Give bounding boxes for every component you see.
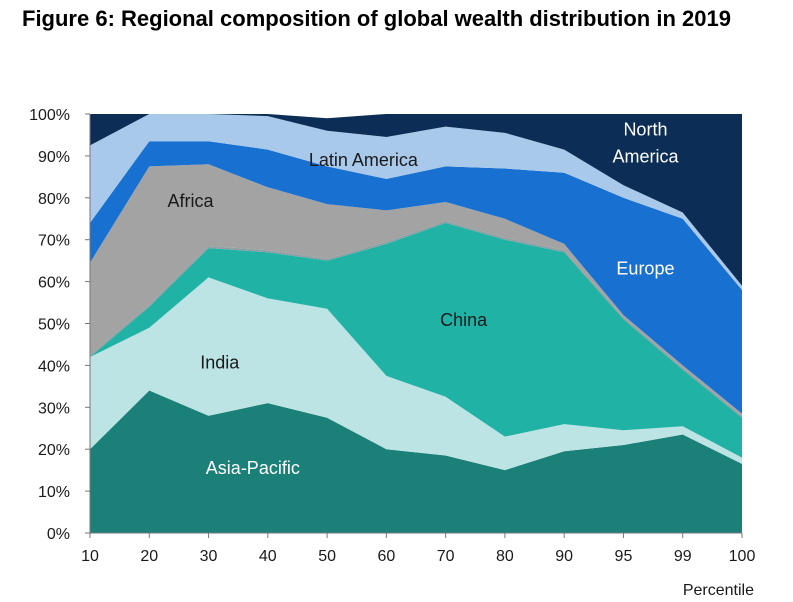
- north-america-label: North America: [612, 120, 679, 167]
- europe-label: Europe: [616, 258, 674, 278]
- y-tick-label: 0%: [47, 526, 70, 543]
- china-area: [90, 222, 742, 458]
- x-tick-label: 60: [377, 548, 395, 565]
- asia-pacific-label: Asia-Pacific: [206, 458, 300, 478]
- latin-america-label: Latin America: [309, 150, 419, 170]
- x-tick-label: 95: [615, 548, 633, 565]
- x-tick-label: 90: [555, 548, 573, 565]
- chart-title: Figure 6: Regional composition of global…: [22, 6, 731, 31]
- y-tick-label: 10%: [38, 484, 70, 501]
- y-tick-label: 70%: [38, 233, 70, 250]
- series-areas: [90, 114, 742, 533]
- x-tick-label: 70: [437, 548, 455, 565]
- y-tick-label: 90%: [38, 149, 70, 166]
- x-tick-label: 40: [259, 548, 277, 565]
- x-tick-label: 20: [140, 548, 158, 565]
- y-tick-label: 40%: [38, 358, 70, 375]
- north-america-area: [90, 114, 742, 286]
- y-tick-label: 80%: [38, 191, 70, 208]
- x-tick-label: 80: [496, 548, 514, 565]
- africa-area: [90, 164, 742, 416]
- x-tick-label: 50: [318, 548, 336, 565]
- y-tick-label: 60%: [38, 275, 70, 292]
- india-area: [90, 277, 742, 471]
- x-tick-label: 30: [200, 548, 218, 565]
- series-labels: Asia-Pacific India China Africa Europe Latin …: [168, 120, 680, 478]
- europe-area: [90, 141, 742, 414]
- latin-america-area: [90, 114, 742, 290]
- y-tick-label: 20%: [38, 442, 70, 459]
- x-tick-label: 99: [674, 548, 692, 565]
- y-tick-label: 100%: [29, 107, 70, 124]
- india-label: India: [200, 353, 240, 373]
- x-axis-label: Percentile: [683, 582, 754, 599]
- y-tick-label: 30%: [38, 400, 70, 417]
- africa-label: Africa: [168, 191, 215, 211]
- china-label: China: [440, 310, 488, 330]
- x-tick-label: 10: [81, 548, 99, 565]
- x-tick-label: 100: [729, 548, 756, 565]
- axes: 0% 10% 20% 30% 40% 50% 60% 70% 80% 90% 100% 10 20 30 4…: [29, 107, 755, 599]
- asia-pacific-area: [90, 390, 742, 533]
- y-tick-label: 50%: [38, 317, 70, 334]
